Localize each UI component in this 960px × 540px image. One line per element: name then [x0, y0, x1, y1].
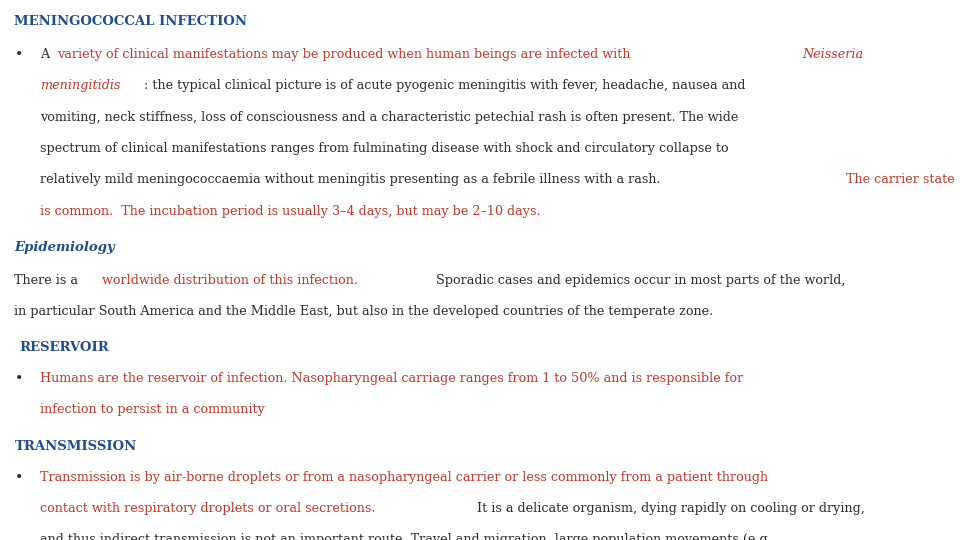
Text: •: • [14, 48, 23, 62]
Text: worldwide distribution of this infection.: worldwide distribution of this infection… [102, 274, 358, 287]
Text: Transmission is by air-borne droplets or from a nasopharyngeal carrier or less c: Transmission is by air-borne droplets or… [40, 471, 768, 484]
Text: A: A [40, 48, 54, 61]
Text: spectrum of clinical manifestations ranges from fulminating disease with shock a: spectrum of clinical manifestations rang… [40, 142, 729, 155]
Text: : the typical clinical picture is of acute pyogenic meningitis with fever, heada: : the typical clinical picture is of acu… [144, 79, 746, 92]
Text: There is a: There is a [14, 274, 83, 287]
Text: infection to persist in a community: infection to persist in a community [40, 403, 265, 416]
Text: and thus indirect transmission is not an important route. Travel and migration, : and thus indirect transmission is not an… [40, 534, 772, 540]
Text: RESERVOIR: RESERVOIR [19, 341, 108, 354]
Text: variety of clinical manifestations may be produced when human beings are infecte: variety of clinical manifestations may b… [58, 48, 635, 61]
Text: is common.  The incubation period is usually 3–4 days, but may be 2–10 days.: is common. The incubation period is usua… [40, 205, 540, 218]
Text: meningitidis: meningitidis [40, 79, 121, 92]
Text: TRANSMISSION: TRANSMISSION [14, 440, 136, 453]
Text: Epidemiology: Epidemiology [14, 241, 115, 254]
Text: relatively mild meningococcaemia without meningitis presenting as a febrile illn: relatively mild meningococcaemia without… [40, 173, 665, 186]
Text: vomiting, neck stiffness, loss of consciousness and a characteristic petechial r: vomiting, neck stiffness, loss of consci… [40, 111, 738, 124]
Text: contact with respiratory droplets or oral secretions.: contact with respiratory droplets or ora… [40, 502, 375, 515]
Text: Sporadic cases and epidemics occur in most parts of the world,: Sporadic cases and epidemics occur in mo… [432, 274, 846, 287]
Text: •: • [14, 471, 23, 485]
Text: The carrier state: The carrier state [847, 173, 955, 186]
Text: MENINGOCOCCAL INFECTION: MENINGOCOCCAL INFECTION [14, 15, 248, 28]
Text: •: • [14, 372, 23, 386]
Text: It is a delicate organism, dying rapidly on cooling or drying,: It is a delicate organism, dying rapidly… [473, 502, 865, 515]
Text: Humans are the reservoir of infection. Nasopharyngeal carriage ranges from 1 to : Humans are the reservoir of infection. N… [40, 372, 744, 385]
Text: Neisseria: Neisseria [803, 48, 864, 61]
Text: in particular South America and the Middle East, but also in the developed count: in particular South America and the Midd… [14, 305, 713, 318]
